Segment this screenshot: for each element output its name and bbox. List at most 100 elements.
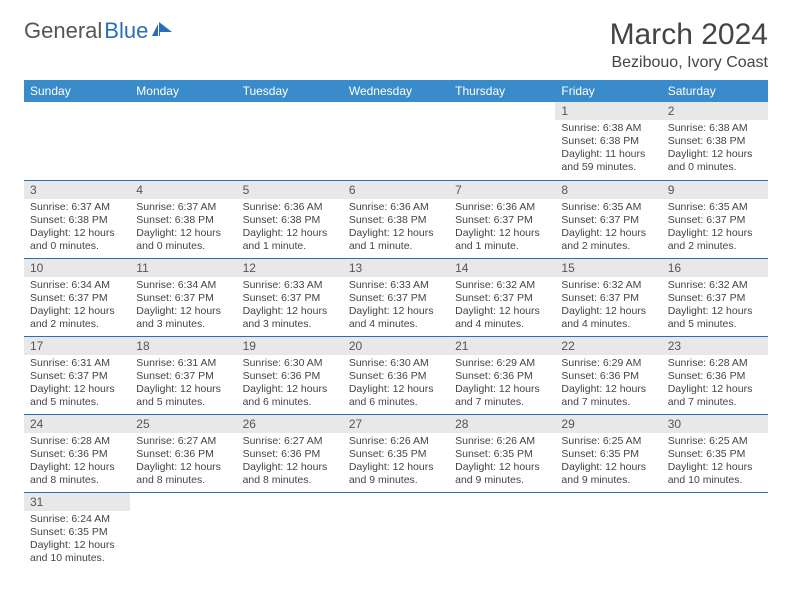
daylight-line: Daylight: 12 hours and 5 minutes. [30,383,124,409]
day-details: Sunrise: 6:31 AMSunset: 6:37 PMDaylight:… [24,355,130,414]
calendar-day-cell: 13Sunrise: 6:33 AMSunset: 6:37 PMDayligh… [343,258,449,336]
day-number: 22 [555,337,661,355]
sunrise-line: Sunrise: 6:29 AM [561,357,655,370]
daylight-line: Daylight: 12 hours and 2 minutes. [668,227,762,253]
sunset-line: Sunset: 6:37 PM [668,292,762,305]
sunrise-line: Sunrise: 6:28 AM [30,435,124,448]
daylight-line: Daylight: 12 hours and 7 minutes. [668,383,762,409]
daylight-line: Daylight: 12 hours and 9 minutes. [561,461,655,487]
calendar-empty-cell [555,492,661,570]
sunrise-line: Sunrise: 6:28 AM [668,357,762,370]
day-details: Sunrise: 6:38 AMSunset: 6:38 PMDaylight:… [662,120,768,179]
sunset-line: Sunset: 6:35 PM [668,448,762,461]
sunrise-line: Sunrise: 6:38 AM [561,122,655,135]
day-number: 21 [449,337,555,355]
day-number: 14 [449,259,555,277]
day-number: 4 [130,181,236,199]
calendar-day-cell: 22 Sunrise: 6:29 AMSunset: 6:36 PMDayligh… [555,336,661,414]
calendar-day-cell: 20Sunrise: 6:30 AMSunset: 6:36 PMDayligh… [343,336,449,414]
day-details: Sunrise: 6:33 AMSunset: 6:37 PMDaylight:… [237,277,343,336]
day-number: 8 [555,181,661,199]
day-details: Sunrise: 6:33 AMSunset: 6:37 PMDaylight:… [343,277,449,336]
day-number: 25 [130,415,236,433]
daylight-line: Daylight: 12 hours and 4 minutes. [455,305,549,331]
calendar-day-cell: 17Sunrise: 6:31 AMSunset: 6:37 PMDayligh… [24,336,130,414]
day-details: Sunrise: 6:24 AMSunset: 6:35 PMDaylight:… [24,511,130,570]
daylight-line: Daylight: 12 hours and 4 minutes. [561,305,655,331]
day-number: 12 [237,259,343,277]
sunset-line: Sunset: 6:37 PM [668,214,762,227]
calendar-day-cell: 2Sunrise: 6:38 AMSunset: 6:38 PMDaylight… [662,102,768,180]
day-details: Sunrise: 6:26 AMSunset: 6:35 PMDaylight:… [449,433,555,492]
weekday-header: Sunday [24,80,130,102]
daylight-line: Daylight: 12 hours and 5 minutes. [668,305,762,331]
calendar-week-row: 3Sunrise: 6:37 AMSunset: 6:38 PMDaylight… [24,180,768,258]
sunset-line: Sunset: 6:35 PM [561,448,655,461]
day-number: 26 [237,415,343,433]
sunrise-line: Sunrise: 6:31 AM [136,357,230,370]
logo-text-2: Blue [104,18,148,44]
sunset-line: Sunset: 6:36 PM [243,448,337,461]
sunrise-line: Sunrise: 6:36 AM [349,201,443,214]
weekday-header: Tuesday [237,80,343,102]
calendar-day-cell: 6Sunrise: 6:36 AMSunset: 6:38 PMDaylight… [343,180,449,258]
day-details: Sunrise: 6:37 AMSunset: 6:38 PMDaylight:… [24,199,130,258]
sunrise-line: Sunrise: 6:33 AM [243,279,337,292]
sunset-line: Sunset: 6:38 PM [668,135,762,148]
sunset-line: Sunset: 6:37 PM [136,370,230,383]
sunset-line: Sunset: 6:36 PM [455,370,549,383]
sunrise-line: Sunrise: 6:27 AM [243,435,337,448]
calendar-empty-cell [449,102,555,180]
calendar-header-row: SundayMondayTuesdayWednesdayThursdayFrid… [24,80,768,102]
calendar-day-cell: 31Sunrise: 6:24 AMSunset: 6:35 PMDayligh… [24,492,130,570]
day-number: 24 [24,415,130,433]
sunset-line: Sunset: 6:37 PM [136,292,230,305]
calendar-day-cell: 29Sunrise: 6:25 AMSunset: 6:35 PMDayligh… [555,414,661,492]
logo-flag-icon [152,22,174,38]
calendar-day-cell: 27Sunrise: 6:26 AMSunset: 6:35 PMDayligh… [343,414,449,492]
day-details: Sunrise: 6:36 AMSunset: 6:37 PMDaylight:… [449,199,555,258]
sunset-line: Sunset: 6:37 PM [243,292,337,305]
daylight-line: Daylight: 12 hours and 7 minutes. [561,383,655,409]
calendar-table: SundayMondayTuesdayWednesdayThursdayFrid… [24,80,768,570]
daylight-line: Daylight: 12 hours and 4 minutes. [349,305,443,331]
daylight-line: Daylight: 12 hours and 0 minutes. [30,227,124,253]
sunset-line: Sunset: 6:36 PM [136,448,230,461]
sunset-line: Sunset: 6:36 PM [30,448,124,461]
day-details: Sunrise: 6:27 AMSunset: 6:36 PMDaylight:… [130,433,236,492]
sunset-line: Sunset: 6:36 PM [561,370,655,383]
sunrise-line: Sunrise: 6:34 AM [30,279,124,292]
day-details: Sunrise: 6:27 AMSunset: 6:36 PMDaylight:… [237,433,343,492]
sunrise-line: Sunrise: 6:26 AM [455,435,549,448]
day-details: Sunrise: 6:28 AMSunset: 6:36 PMDaylight:… [24,433,130,492]
page-header: GeneralBlue March 2024 Bezibouo, Ivory C… [24,18,768,72]
sunset-line: Sunset: 6:37 PM [455,292,549,305]
day-number: 9 [662,181,768,199]
sunrise-line: Sunrise: 6:34 AM [136,279,230,292]
calendar-empty-cell [449,492,555,570]
daylight-line: Daylight: 11 hours and 59 minutes. [561,148,655,174]
sunset-line: Sunset: 6:35 PM [349,448,443,461]
day-details: Sunrise: 6:30 AMSunset: 6:36 PMDaylight:… [343,355,449,414]
day-number: 1 [555,102,661,120]
calendar-week-row: 31Sunrise: 6:24 AMSunset: 6:35 PMDayligh… [24,492,768,570]
sunrise-line: Sunrise: 6:30 AM [349,357,443,370]
daylight-line: Daylight: 12 hours and 8 minutes. [136,461,230,487]
daylight-line: Daylight: 12 hours and 5 minutes. [136,383,230,409]
daylight-line: Daylight: 12 hours and 0 minutes. [136,227,230,253]
day-details: Sunrise: 6:32 AMSunset: 6:37 PMDaylight:… [662,277,768,336]
sunset-line: Sunset: 6:36 PM [668,370,762,383]
calendar-day-cell: 18Sunrise: 6:31 AMSunset: 6:37 PMDayligh… [130,336,236,414]
calendar-day-cell: 28Sunrise: 6:26 AMSunset: 6:35 PMDayligh… [449,414,555,492]
calendar-day-cell: 24Sunrise: 6:28 AMSunset: 6:36 PMDayligh… [24,414,130,492]
sunset-line: Sunset: 6:38 PM [30,214,124,227]
logo-text-1: General [24,18,102,44]
weekday-header: Saturday [662,80,768,102]
daylight-line: Daylight: 12 hours and 0 minutes. [668,148,762,174]
day-details: Sunrise: 6:32 AMSunset: 6:37 PMDaylight:… [555,277,661,336]
sunset-line: Sunset: 6:37 PM [30,370,124,383]
calendar-day-cell: 1Sunrise: 6:38 AMSunset: 6:38 PMDaylight… [555,102,661,180]
sunset-line: Sunset: 6:38 PM [349,214,443,227]
day-number: 29 [555,415,661,433]
sunset-line: Sunset: 6:36 PM [243,370,337,383]
